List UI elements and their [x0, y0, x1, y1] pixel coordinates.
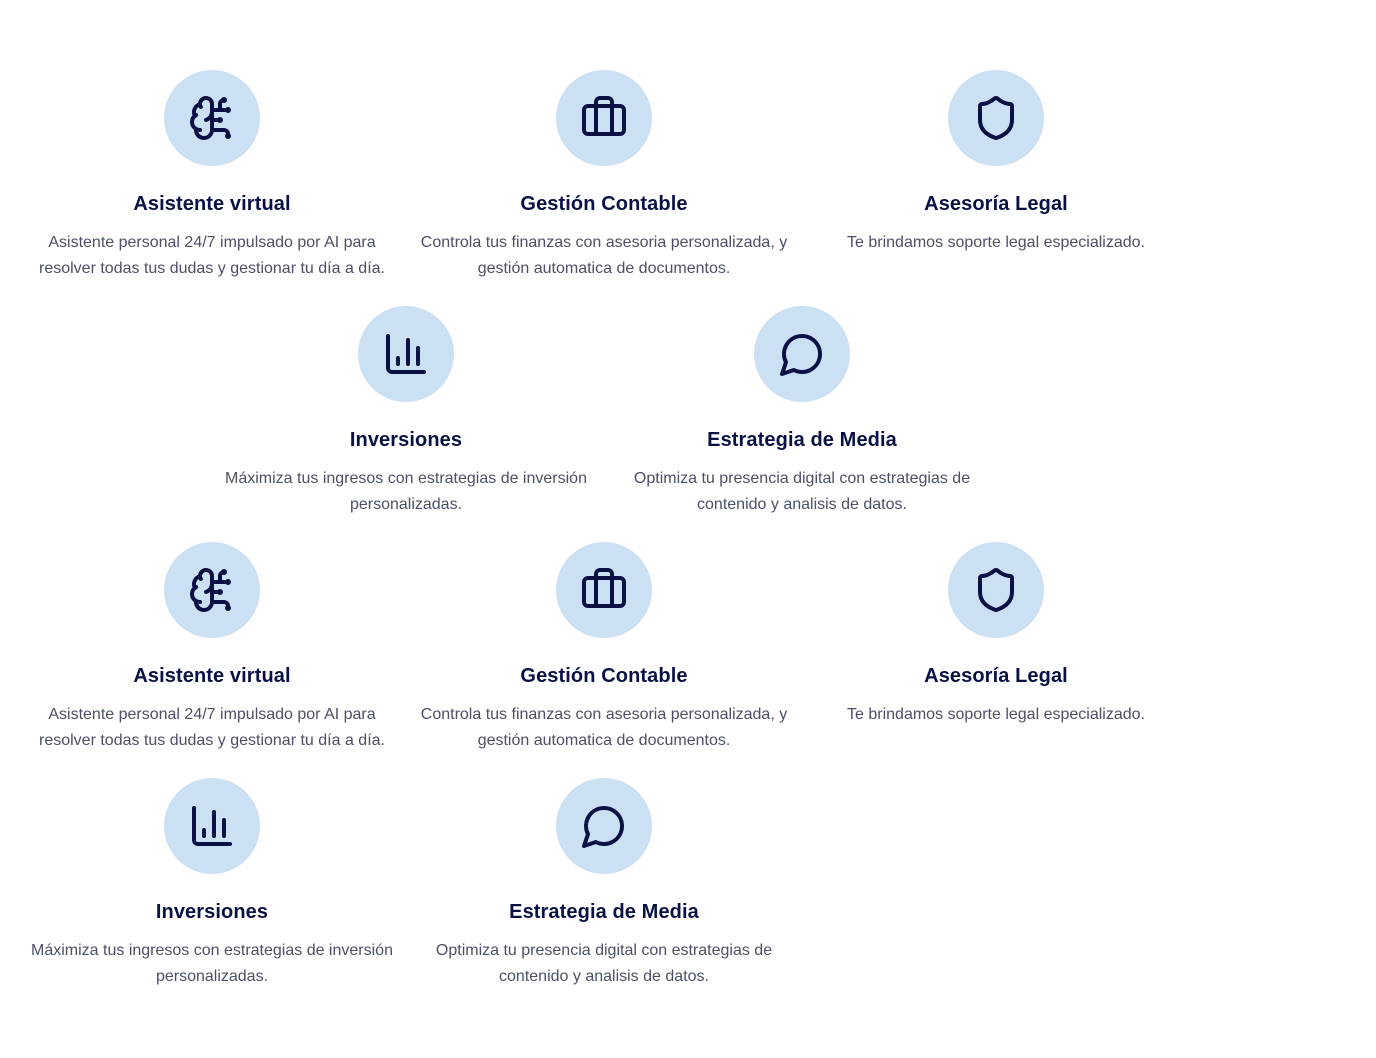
service-title: Asesoría Legal: [924, 665, 1068, 687]
service-card-asistente: Asistente virtual Asistente personal 24/…: [12, 70, 412, 282]
bar-chart-icon: [164, 778, 260, 874]
service-title: Asesoría Legal: [924, 193, 1068, 215]
service-card-media: Estrategia de Media Optimiza tu presenci…: [404, 778, 804, 990]
service-title: Asistente virtual: [133, 193, 291, 215]
service-card-contable: Gestión Contable Controla tus finanzas c…: [404, 70, 804, 282]
service-card-media: Estrategia de Media Optimiza tu presenci…: [602, 306, 1002, 518]
service-card-legal: Asesoría Legal Te brindamos soporte lega…: [796, 542, 1196, 728]
shield-icon: [948, 542, 1044, 638]
service-title: Gestión Contable: [520, 665, 688, 687]
service-description: Asistente personal 24/7 impulsado por AI…: [39, 706, 385, 749]
service-description: Controla tus finanzas con asesoria perso…: [420, 706, 788, 749]
service-description: Te brindamos soporte legal especializado…: [847, 706, 1145, 723]
service-description: Te brindamos soporte legal especializado…: [847, 234, 1145, 251]
brain-circuit-icon: [164, 542, 260, 638]
service-title: Estrategia de Media: [707, 429, 897, 451]
chat-bubble-icon: [556, 778, 652, 874]
service-description: Máximiza tus ingresos con estrategias de…: [225, 470, 587, 513]
service-description: Optimiza tu presencia digital con estrat…: [435, 942, 773, 985]
service-card-inversiones: Inversiones Máximiza tus ingresos con es…: [12, 778, 412, 990]
service-card-asistente: Asistente virtual Asistente personal 24/…: [12, 542, 412, 754]
service-title: Asistente virtual: [133, 665, 291, 687]
shield-icon: [948, 70, 1044, 166]
service-description: Máximiza tus ingresos con estrategias de…: [31, 942, 393, 985]
service-title: Gestión Contable: [520, 193, 688, 215]
chat-bubble-icon: [754, 306, 850, 402]
briefcase-icon: [556, 70, 652, 166]
service-card-contable: Gestión Contable Controla tus finanzas c…: [404, 542, 804, 754]
service-card-legal: Asesoría Legal Te brindamos soporte lega…: [796, 70, 1196, 256]
clipped-text-fragment: [352, 0, 782, 4]
service-title: Inversiones: [155, 901, 269, 923]
service-description: Asistente personal 24/7 impulsado por AI…: [39, 234, 385, 277]
service-description: Controla tus finanzas con asesoria perso…: [420, 234, 788, 277]
service-title: Estrategia de Media: [509, 901, 699, 923]
brain-circuit-icon: [164, 70, 260, 166]
service-card-inversiones: Inversiones Máximiza tus ingresos con es…: [206, 306, 606, 518]
service-title: Inversiones: [349, 429, 463, 451]
bar-chart-icon: [358, 306, 454, 402]
briefcase-icon: [556, 542, 652, 638]
service-description: Optimiza tu presencia digital con estrat…: [633, 470, 971, 513]
